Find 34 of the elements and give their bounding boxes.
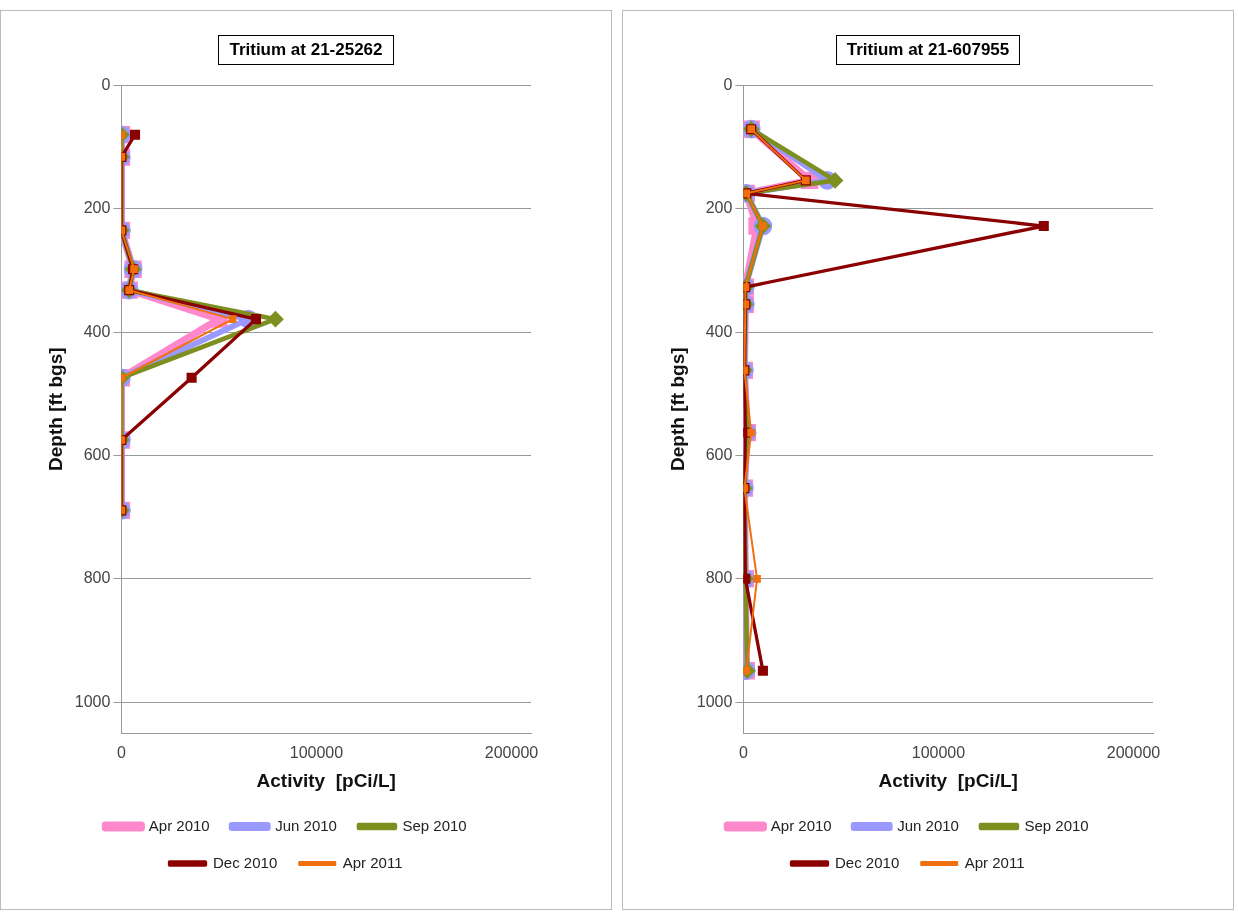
y-axis-title: Depth [ft bgs] [666, 347, 688, 471]
y-tick-label: 800 [705, 569, 733, 587]
x-axis-title: Activity [pCi/L] [878, 769, 1018, 791]
legend-label: Apr 2010 [770, 816, 832, 834]
y-tick-label: 600 [83, 445, 111, 463]
legend-label: Dec 2010 [213, 853, 278, 871]
x-tick-label: 200000 [1106, 744, 1161, 762]
x-tick-label: 100000 [911, 744, 966, 762]
legend-label: Apr 2010 [148, 816, 210, 834]
x-tick-label: 200000 [484, 744, 539, 762]
x-tick-label: 0 [116, 744, 126, 762]
y-tick-label: 400 [83, 322, 111, 340]
y-tick-label: 200 [705, 199, 733, 217]
y-tick-label: 200 [83, 199, 111, 217]
x-tick-label: 0 [738, 744, 748, 762]
legend-label: Sep 2010 [402, 816, 467, 834]
legend-label: Jun 2010 [275, 816, 337, 834]
legend-label: Dec 2010 [835, 853, 900, 871]
y-tick-label: 0 [723, 75, 733, 93]
y-tick-label: 1000 [696, 692, 733, 710]
x-axis-title: Activity [pCi/L] [256, 769, 396, 791]
legend-label: Jun 2010 [897, 816, 959, 834]
legend-label: Apr 2011 [342, 853, 403, 871]
y-tick-label: 800 [83, 569, 111, 587]
chart-title: Tritium at 21-25262 [218, 35, 394, 65]
y-tick-label: 0 [101, 75, 111, 93]
legend-label: Apr 2011 [964, 853, 1025, 871]
y-tick-label: 600 [705, 445, 733, 463]
y-axis-title: Depth [ft bgs] [44, 347, 66, 471]
x-tick-label: 100000 [289, 744, 344, 762]
chart-title: Tritium at 21-607955 [835, 35, 1021, 65]
legend-label: Sep 2010 [1024, 816, 1089, 834]
y-tick-label: 1000 [74, 692, 111, 710]
y-tick-label: 400 [705, 322, 733, 340]
